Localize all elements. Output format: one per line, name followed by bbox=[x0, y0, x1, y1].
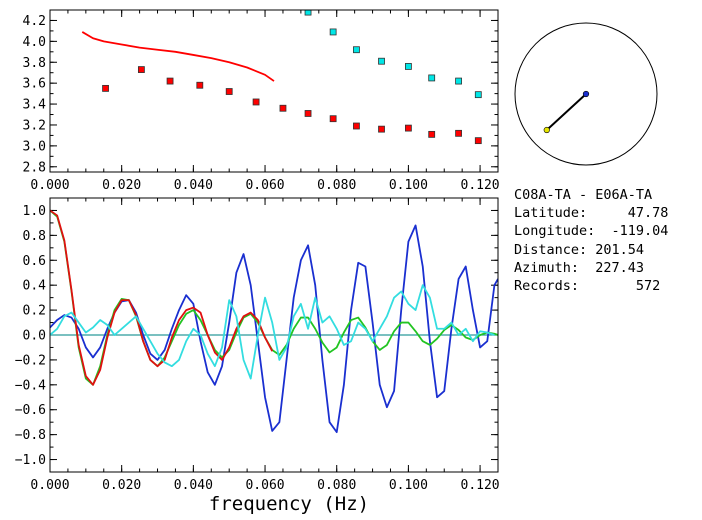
bottom-y-tick-label: 0.2 bbox=[23, 304, 46, 319]
top-series-1-marker bbox=[329, 115, 337, 123]
azimuth-diagram bbox=[514, 22, 658, 166]
azimuth-row: Azimuth: 227.43 bbox=[514, 259, 699, 277]
bottom-series-3-line bbox=[50, 284, 495, 380]
records-label: Records: bbox=[514, 278, 580, 295]
top-series-1-marker bbox=[428, 130, 436, 138]
records-value: 572 bbox=[579, 278, 661, 295]
top-series-2-marker bbox=[404, 63, 412, 70]
top-y-tick-label: 2.8 bbox=[23, 160, 46, 175]
bottom-y-tick-label: 0.8 bbox=[23, 229, 46, 244]
top-x-tick-label: 0.080 bbox=[317, 178, 356, 193]
distance-label: Distance: bbox=[514, 241, 588, 258]
top-series-1-marker bbox=[474, 137, 482, 145]
station-end-dot bbox=[543, 126, 550, 134]
bottom-y-tick-label: 0.6 bbox=[23, 254, 46, 269]
bottom-y-tick-label: 0.0 bbox=[23, 329, 46, 344]
top-x-tick-label: 0.000 bbox=[30, 178, 69, 193]
station-center-dot bbox=[582, 90, 590, 98]
top-series-2-marker bbox=[304, 10, 312, 16]
distance-value: 201.54 bbox=[587, 241, 645, 258]
station-pair-title: C08A-TA - E06A-TA bbox=[514, 187, 653, 203]
top-series-2-marker bbox=[474, 91, 482, 99]
top-series-2-marker bbox=[378, 57, 385, 65]
azimuth-line bbox=[546, 93, 587, 131]
top-series-1-marker bbox=[404, 124, 412, 132]
bottom-y-tick-label: −0.6 bbox=[15, 403, 46, 418]
distance-row: Distance: 201.54 bbox=[514, 241, 699, 259]
bottom-series-2-line bbox=[50, 209, 274, 386]
bottom-y-tick-label: 0.4 bbox=[23, 279, 47, 294]
top-x-tick-label: 0.060 bbox=[245, 178, 284, 193]
top-series-2-marker bbox=[428, 74, 436, 82]
top-series-1-marker bbox=[455, 129, 462, 137]
bottom-y-tick-label: −1.0 bbox=[15, 453, 46, 468]
top-series-1-marker bbox=[252, 98, 260, 106]
top-y-tick-label: 3.0 bbox=[23, 139, 46, 154]
bottom-plot-area bbox=[50, 209, 498, 434]
records-row: Records: 572 bbox=[514, 277, 699, 295]
top-x-tick-label: 0.100 bbox=[389, 178, 428, 193]
bottom-x-tick-label: 0.100 bbox=[389, 478, 428, 493]
longitude-value: -119.04 bbox=[595, 223, 669, 240]
bottom-x-tick-label: 0.120 bbox=[461, 478, 500, 493]
top-y-tick-label: 3.6 bbox=[23, 77, 46, 92]
top-series-0-line bbox=[81, 31, 275, 82]
bottom-frame bbox=[49, 197, 499, 473]
bottom-y-tick-label: −0.4 bbox=[15, 378, 46, 393]
bottom-y-tick-label: −0.2 bbox=[15, 353, 46, 368]
top-series-1-marker bbox=[225, 88, 233, 95]
top-x-tick-label: 0.040 bbox=[174, 178, 213, 193]
top-series-2-marker bbox=[353, 46, 360, 54]
top-series-1-marker bbox=[102, 84, 109, 92]
top-dispersion-chart: 0.000 0.020 0.040 0.060 0.080 0.100 0.120 2.8 3.… bbox=[23, 9, 500, 193]
bottom-correlation-chart: 0.000 0.020 0.040 0.060 0.080 0.100 0.120 1.0 0.… bbox=[15, 197, 500, 515]
latitude-value: 47.78 bbox=[587, 205, 669, 222]
top-x-tick-label: 0.020 bbox=[102, 178, 141, 193]
bottom-y-tick-label: 1.0 bbox=[23, 204, 46, 219]
azimuth-label: Azimuth: bbox=[514, 259, 580, 276]
top-x-tick-label: 0.120 bbox=[461, 178, 500, 193]
bottom-y-tick-label: −0.8 bbox=[15, 428, 46, 443]
top-series-1-marker bbox=[137, 66, 145, 73]
top-y-tick-label: 3.2 bbox=[23, 118, 46, 133]
latitude-row: Latitude: 47.78 bbox=[514, 204, 699, 222]
longitude-row: Longitude: -119.04 bbox=[514, 222, 699, 240]
top-y-tick-label: 3.8 bbox=[23, 56, 46, 71]
bottom-x-tick-label: 0.000 bbox=[30, 478, 69, 493]
top-series-1-marker bbox=[279, 104, 287, 112]
top-series-1-marker bbox=[353, 122, 360, 130]
top-series-1-marker bbox=[378, 125, 385, 133]
latitude-label: Latitude: bbox=[514, 205, 588, 222]
bottom-x-tick-label: 0.080 bbox=[317, 478, 356, 493]
x-axis-title: frequency (Hz) bbox=[209, 493, 369, 515]
station-info-panel: C08A-TA - E06A-TA Latitude: 47.78 Longit… bbox=[514, 186, 699, 295]
top-y-tick-label: 4.0 bbox=[23, 35, 46, 50]
longitude-label: Longitude: bbox=[514, 223, 596, 240]
azimuth-circle bbox=[514, 22, 658, 166]
top-series-2-marker bbox=[329, 28, 337, 36]
top-y-tick-label: 4.2 bbox=[23, 14, 46, 29]
top-series-1-marker bbox=[166, 77, 174, 85]
top-y-tick-label: 3.4 bbox=[23, 98, 47, 113]
azimuth-value: 227.43 bbox=[579, 259, 645, 276]
top-series-2-marker bbox=[455, 77, 462, 85]
top-plot-area bbox=[81, 10, 482, 145]
top-series-1-marker bbox=[196, 81, 204, 89]
bottom-x-tick-label: 0.020 bbox=[102, 478, 141, 493]
bottom-x-tick-label: 0.040 bbox=[174, 478, 213, 493]
top-series-1-marker bbox=[304, 110, 312, 117]
top-frame bbox=[49, 9, 499, 173]
bottom-x-tick-label: 0.060 bbox=[245, 478, 284, 493]
